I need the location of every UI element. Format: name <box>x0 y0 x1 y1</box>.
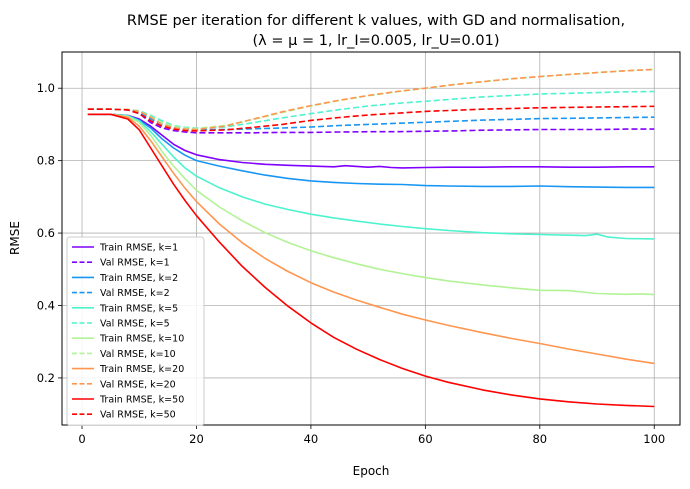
x-tick-label: 60 <box>418 432 433 446</box>
y-tick-label: 0.6 <box>37 226 55 240</box>
x-tick-label: 100 <box>643 432 665 446</box>
series-line-val-rmse-k-1 <box>87 108 655 134</box>
legend-label: Train RMSE, k=50 <box>99 395 184 406</box>
series-line-val-rmse-k-50 <box>87 105 655 132</box>
y-axis-label: RMSE <box>8 221 22 255</box>
series-line-train-rmse-k-2 <box>87 113 655 189</box>
legend-label: Val RMSE, k=5 <box>100 319 170 330</box>
legend-label: Val RMSE, k=2 <box>100 288 170 299</box>
chart-title: RMSE per iteration for different k value… <box>127 13 625 29</box>
legend-label: Val RMSE, k=1 <box>100 258 170 269</box>
series-line-train-rmse-k-20 <box>87 113 655 365</box>
legend-label: Train RMSE, k=1 <box>99 243 178 254</box>
legend-label: Train RMSE, k=10 <box>99 334 184 345</box>
series-line-val-rmse-k-5 <box>87 90 655 129</box>
y-tick-label: 0.4 <box>37 298 55 312</box>
x-tick-label: 20 <box>189 432 204 446</box>
legend-box <box>66 236 205 426</box>
legend-label: Val RMSE, k=50 <box>100 410 176 421</box>
series-line-train-rmse-k-10 <box>87 113 655 296</box>
legend-label: Val RMSE, k=20 <box>100 379 176 390</box>
axis-ticks: 0 20 40 60 80 100 0.2 0.4 0.6 0.8 1.0 <box>37 81 666 446</box>
series-line-val-rmse-k-2 <box>87 108 655 131</box>
x-tick-label: 0 <box>78 432 85 446</box>
legend-label: Train RMSE, k=5 <box>99 303 178 314</box>
legend-label: Val RMSE, k=10 <box>100 349 176 360</box>
x-tick-label: 40 <box>304 432 319 446</box>
x-tick-label: 80 <box>532 432 547 446</box>
legend-label: Train RMSE, k=2 <box>99 273 178 284</box>
y-tick-label: 0.8 <box>37 154 55 168</box>
y-tick-label: 0.2 <box>37 371 55 385</box>
x-axis-label: Epoch <box>353 464 390 478</box>
legend-label: Train RMSE, k=20 <box>99 364 184 375</box>
series-lines <box>87 68 655 408</box>
series-line-train-rmse-k-50 <box>87 113 655 408</box>
y-tick-label: 1.0 <box>37 81 55 95</box>
chart-subtitle: (λ = μ = 1, lr_I=0.005, lr_U=0.01) <box>253 33 500 49</box>
series-line-val-rmse-k-10 <box>87 68 655 130</box>
series-line-train-rmse-k-1 <box>87 113 655 169</box>
series-line-train-rmse-k-5 <box>87 113 655 240</box>
plot-frame <box>61 51 681 426</box>
series-line-val-rmse-k-20 <box>87 68 655 131</box>
legend: Train RMSE, k=1 Val RMSE, k=1 Train RMSE, … <box>66 236 205 426</box>
